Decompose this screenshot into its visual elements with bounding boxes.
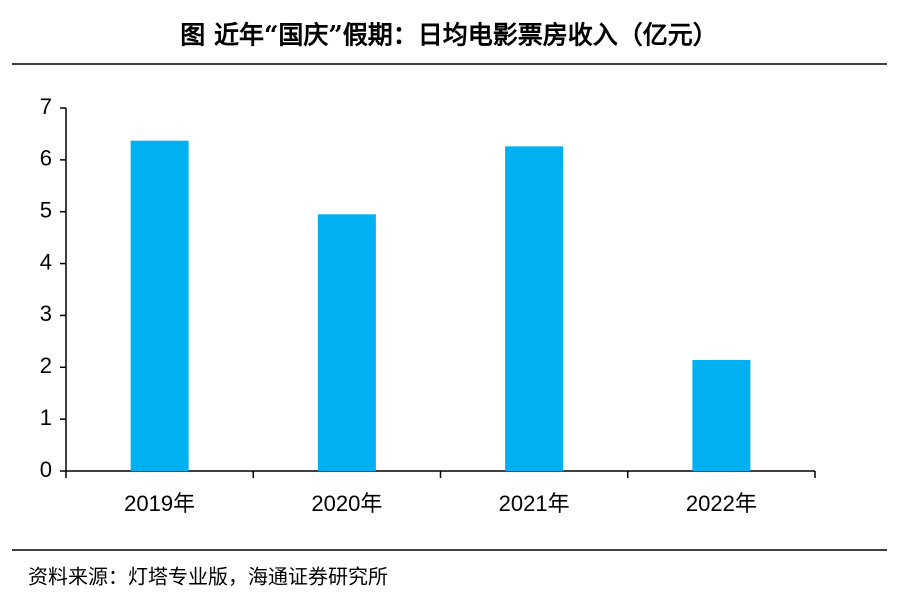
x-tick-label: 2020年 <box>311 491 382 516</box>
x-tick-label: 2022年 <box>686 491 757 516</box>
y-tick-label: 7 <box>40 94 52 119</box>
bar <box>505 146 564 472</box>
y-tick-label: 0 <box>40 457 52 482</box>
chart-title: 图 近年“国庆”假期：日均电影票房收入（亿元） <box>180 21 717 50</box>
y-tick-label: 5 <box>40 198 52 223</box>
y-tick-label: 6 <box>40 146 52 171</box>
x-tick-label: 2019年 <box>124 491 195 516</box>
source-note: 资料来源：灯塔专业版，海通证券研究所 <box>28 565 388 589</box>
bar <box>692 360 751 471</box>
y-tick-label: 4 <box>40 249 52 274</box>
bar <box>317 214 376 472</box>
y-tick-label: 2 <box>40 353 52 378</box>
x-tick-label: 2021年 <box>499 491 570 516</box>
y-tick-label: 3 <box>40 301 52 326</box>
bar <box>130 140 189 472</box>
y-tick-label: 1 <box>40 405 52 430</box>
